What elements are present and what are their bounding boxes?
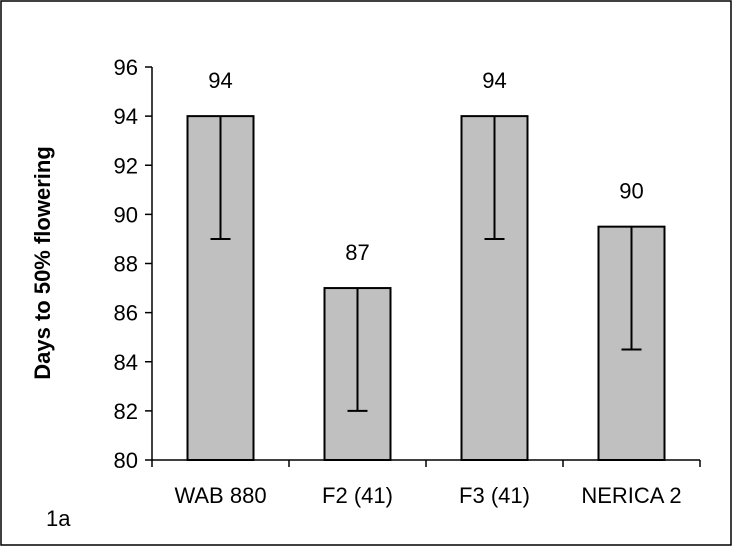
data-label: 87 [345,240,369,265]
y-tick-label: 94 [114,104,138,129]
x-tick-label: F2 (41) [322,483,393,508]
category-labels: WAB 880 F2 (41) F3 (41) NERICA 2 [174,483,681,508]
x-tick-label: F3 (41) [459,483,530,508]
y-tick-label: 92 [114,153,138,178]
data-labels: 94 87 94 90 [208,68,643,265]
y-tick-label: 82 [114,399,138,424]
panel-label: 1a [46,506,71,531]
y-tick-label: 90 [114,202,138,227]
y-tick-label: 86 [114,301,138,326]
y-tick-label: 88 [114,252,138,277]
y-tick-label: 96 [114,55,138,80]
x-tick-label: WAB 880 [174,483,266,508]
bar-series [186,115,666,461]
y-tick-label: 84 [114,350,138,375]
error-bars [210,116,642,412]
data-label: 94 [208,68,232,93]
x-tick-label: NERICA 2 [581,483,681,508]
data-label: 94 [482,68,506,93]
data-label: 90 [619,179,643,204]
y-axis: 80 82 84 86 88 90 92 94 96 [114,55,153,473]
y-axis-title: Days to 50% flowering [30,146,55,380]
y-tick-label: 80 [114,448,138,473]
